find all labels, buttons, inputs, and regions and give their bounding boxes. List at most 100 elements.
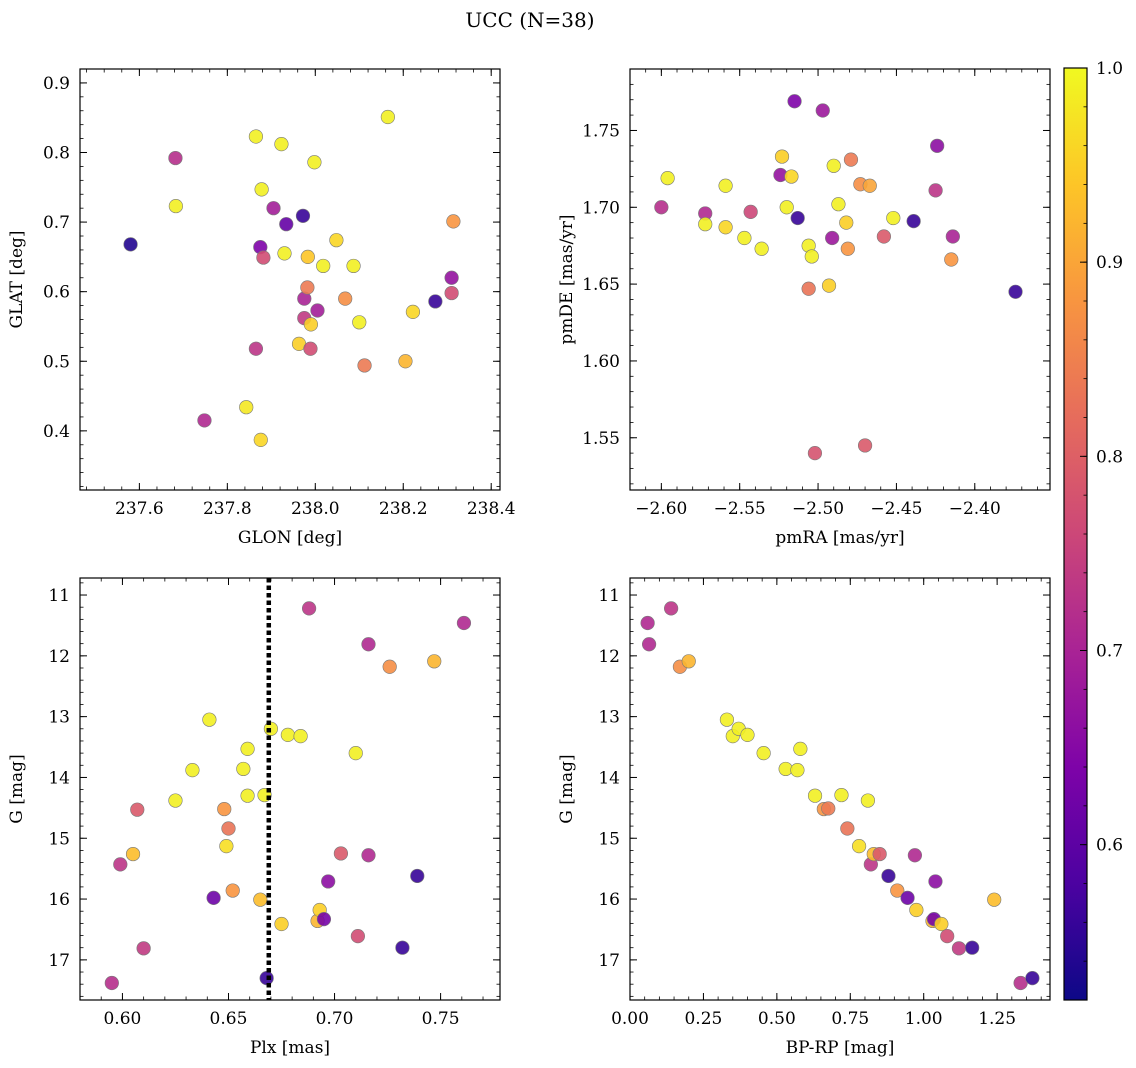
y-tick-label: 0.5 [43, 352, 70, 372]
plot-area [104, 578, 472, 1000]
data-point [779, 200, 794, 215]
data-point [719, 712, 735, 727]
data-point [405, 304, 421, 319]
data-point [256, 250, 271, 265]
plot-area [640, 601, 1040, 991]
data-point [640, 615, 655, 631]
data-point [225, 883, 240, 898]
data-point [826, 158, 841, 173]
data-point [274, 137, 289, 152]
data-point [718, 220, 733, 235]
y-tick-label: 17 [48, 951, 70, 971]
y-tick-label: 12 [598, 647, 620, 667]
data-point [804, 249, 819, 264]
data-point [881, 868, 896, 884]
data-point [900, 890, 915, 905]
data-point [303, 341, 318, 356]
data-point [113, 857, 128, 872]
y-tick-label: 1.75 [582, 121, 620, 141]
data-point [945, 229, 960, 244]
data-point [206, 890, 221, 905]
data-point [321, 874, 336, 889]
data-point [698, 217, 713, 232]
data-point [104, 975, 119, 991]
data-point [774, 149, 790, 164]
data-point [909, 902, 924, 918]
data-point [123, 237, 138, 252]
data-point [217, 801, 232, 817]
data-point [361, 848, 376, 863]
data-point [444, 270, 459, 285]
x-tick-label: −2.40 [949, 499, 1001, 519]
data-point [754, 241, 769, 256]
x-tick-label: 238.4 [467, 499, 516, 519]
data-point [316, 258, 331, 274]
panel-pmra-pmde: −2.60 −2.55 −2.50 −2.45 −2.40 1.55 1.60 1.65 1.7… [557, 68, 1051, 548]
data-point [428, 294, 443, 309]
data-point [787, 94, 802, 109]
data-point [934, 916, 949, 932]
data-point [357, 358, 372, 373]
x-tick-label: 1.25 [978, 1009, 1016, 1029]
y-tick-label: 1.65 [582, 275, 620, 295]
data-point [756, 746, 771, 761]
data-point [398, 354, 413, 369]
data-point [352, 315, 367, 330]
data-point [906, 214, 921, 229]
data-point [168, 198, 183, 214]
x-tick-label: 0.75 [831, 1009, 869, 1029]
data-point [907, 848, 922, 863]
y-tick-label: 12 [48, 647, 70, 667]
x-axis-label: Plx [mas] [250, 1038, 330, 1058]
data-point [801, 281, 816, 296]
data-point [740, 727, 755, 742]
data-point [410, 868, 425, 884]
data-point [965, 940, 980, 955]
data-point [807, 788, 823, 803]
x-tick-label: −2.60 [635, 499, 687, 519]
data-point [382, 659, 397, 674]
data-point [944, 252, 959, 267]
panel-bprp-g: 0.00 0.25 0.50 0.75 1.00 1.25 11 12 13 14 15 16 17 BP… [557, 577, 1051, 1058]
plot-area [123, 109, 461, 447]
data-point [790, 763, 805, 778]
data-point [348, 746, 363, 761]
data-point [928, 874, 943, 889]
x-axis-label: BP-RP [mag] [786, 1038, 895, 1058]
data-point [851, 839, 867, 854]
data-point [654, 200, 669, 215]
data-point [660, 170, 675, 186]
data-point [301, 601, 317, 616]
colorbar-tick-label: 1.0 [1096, 59, 1123, 79]
y-tick-label: 13 [598, 708, 620, 728]
data-point [300, 280, 315, 295]
data-point [240, 741, 255, 756]
x-tick-label: 237.6 [115, 499, 164, 519]
data-point [840, 821, 855, 836]
data-point [346, 258, 361, 274]
data-point [840, 241, 855, 256]
x-tick-label: −2.45 [870, 499, 922, 519]
x-tick-label: 0.70 [316, 1009, 354, 1029]
data-point [1025, 971, 1040, 986]
panel-plx-g: 0.60 0.65 0.70 0.75 11 12 13 14 15 16 17 Plx [mas] G… [7, 577, 501, 1058]
y-tick-label: 15 [48, 829, 70, 849]
data-point [834, 787, 849, 803]
data-point [239, 400, 254, 415]
data-point [130, 802, 145, 817]
x-axis-label: GLON [deg] [238, 528, 342, 548]
data-point [641, 637, 657, 652]
y-axis-label: G [mag] [557, 754, 577, 823]
data-point [295, 208, 311, 223]
axes-frame [79, 68, 501, 491]
data-point [444, 285, 459, 301]
data-point [253, 892, 268, 907]
x-tick-label: −2.50 [792, 499, 844, 519]
data-point [718, 178, 733, 193]
data-point [254, 182, 269, 197]
data-point [338, 291, 353, 306]
data-point [219, 839, 234, 854]
data-point [253, 432, 268, 447]
data-point [890, 883, 905, 898]
colorbar-tick-label: 0.7 [1096, 642, 1123, 662]
